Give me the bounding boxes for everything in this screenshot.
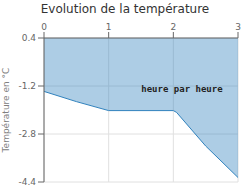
- svg-text:1: 1: [106, 22, 112, 32]
- svg-text:-2.8: -2.8: [18, 129, 36, 139]
- svg-text:3: 3: [235, 22, 241, 32]
- svg-text:0: 0: [41, 22, 47, 32]
- svg-text:heure par heure: heure par heure: [141, 84, 223, 94]
- svg-text:Température en °C: Température en °C: [8, 68, 11, 154]
- svg-text:-4.4: -4.4: [18, 177, 36, 187]
- svg-text:2: 2: [170, 22, 176, 32]
- svg-text:-1.2: -1.2: [18, 81, 36, 91]
- svg-text:0.4: 0.4: [22, 33, 37, 43]
- html-text:Evolution de la température: Evolution de la température: [40, 2, 210, 16]
